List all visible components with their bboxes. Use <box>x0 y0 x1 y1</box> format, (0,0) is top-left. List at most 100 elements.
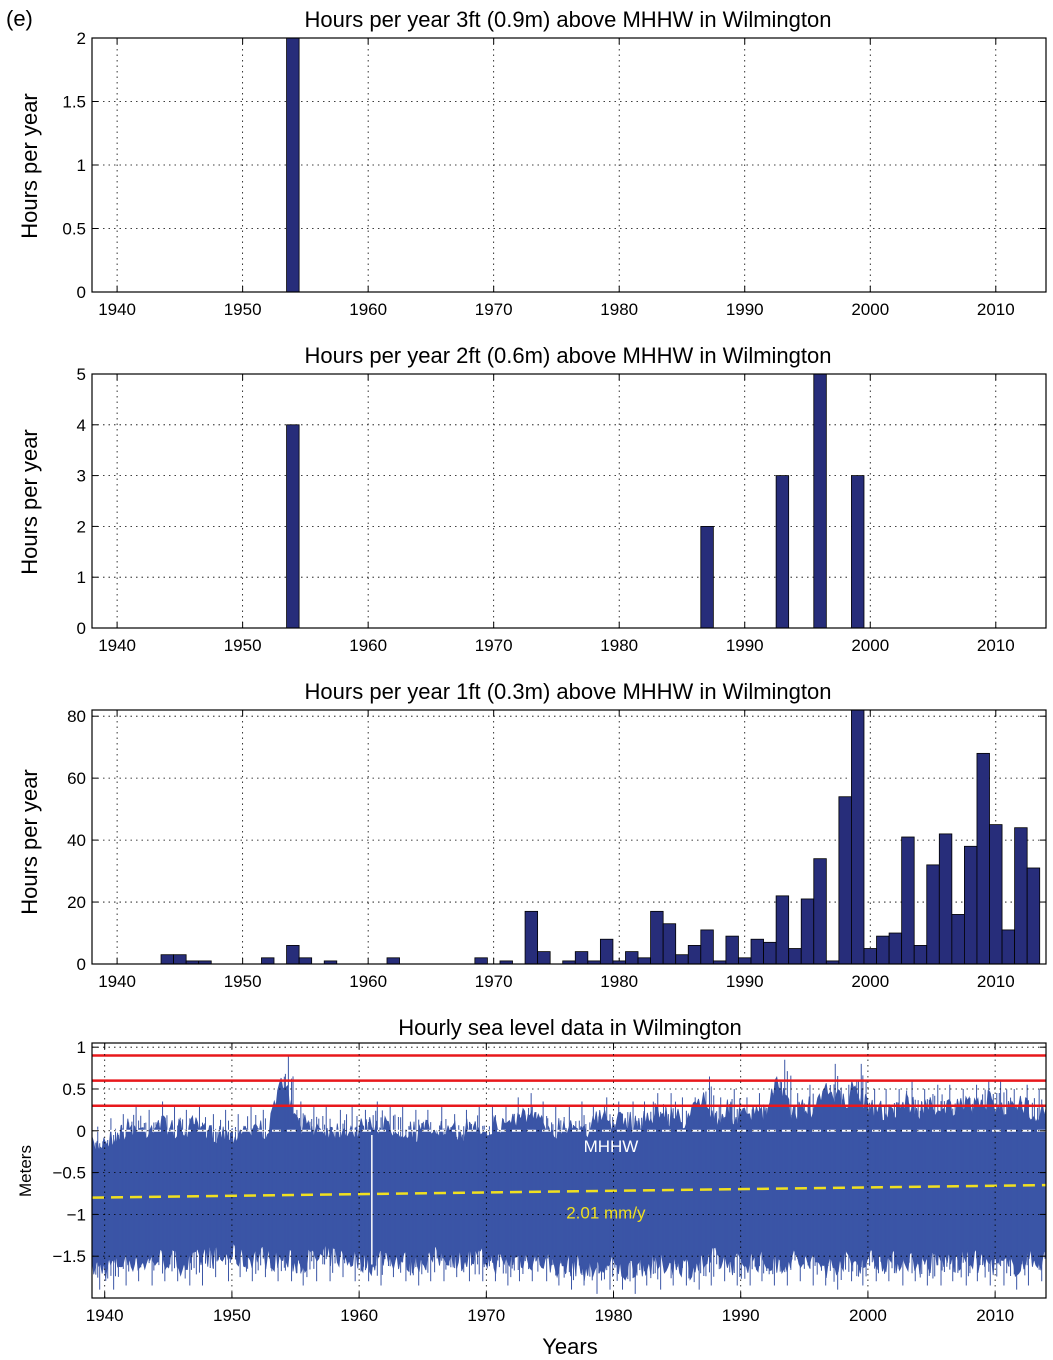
trend-line <box>92 1183 1046 1199</box>
x-tick-label-1-6: 2000 <box>851 636 889 655</box>
bar-2-1945 <box>173 954 187 965</box>
x-tick-label-1-5: 1990 <box>726 636 764 655</box>
y-tick-label-0-0: 0 <box>77 283 86 302</box>
y-tick-label-0-2: 1 <box>77 156 86 175</box>
x-tick-label-3-6: 2000 <box>849 1306 887 1325</box>
bar-2-1955 <box>298 957 313 965</box>
bar-2-2010 <box>989 824 1003 965</box>
y-tick-label-2-2: 40 <box>67 831 86 850</box>
x-tick-label-2-2: 1960 <box>349 972 387 991</box>
bar-2-1952 <box>261 957 275 965</box>
bar-2-2004 <box>913 945 928 965</box>
bar-2-2011 <box>1001 929 1016 965</box>
x-tick-label-3-5: 1990 <box>722 1306 760 1325</box>
bar-2-1985 <box>675 954 689 965</box>
y-tick-label-0-4: 2 <box>77 29 86 48</box>
bar-1-1999 <box>851 475 865 629</box>
bar-2-2006 <box>938 833 953 965</box>
bar-2-1979 <box>599 938 614 965</box>
bar-2-2001 <box>876 935 890 965</box>
bar-2-2008 <box>964 845 978 965</box>
x-tick-label-0-1: 1950 <box>224 300 262 319</box>
sea-level-layer <box>92 1054 1046 1294</box>
x-tick-label-2-4: 1980 <box>600 972 638 991</box>
x-tick-label-0-5: 1990 <box>726 300 764 319</box>
panel-label: (e) <box>6 6 33 31</box>
bar-2-1993 <box>775 895 790 965</box>
bar-2-2009 <box>976 752 990 965</box>
bar-2-2003 <box>901 836 915 965</box>
x-tick-label-1-4: 1980 <box>600 636 638 655</box>
x-tick-label-2-6: 2000 <box>851 972 889 991</box>
bar-2-2013 <box>1026 867 1041 965</box>
y-tick-label-3-4: 0.5 <box>62 1080 86 1099</box>
y-tick-label-3-3: 0 <box>77 1122 86 1141</box>
x-tick-label-0-0: 1940 <box>98 300 136 319</box>
y-tick-label-2-3: 60 <box>67 769 86 788</box>
bar-2-1974 <box>537 951 551 965</box>
panel-3ft: Hours per year 3ft (0.9m) above MHHW in … <box>17 7 1047 319</box>
axes-frame-0 <box>91 37 1047 293</box>
panel-2ft: Hours per year 2ft (0.6m) above MHHW in … <box>17 343 1047 655</box>
mhhw-label: MHHW <box>584 1137 639 1156</box>
bar-2-1969 <box>474 957 488 965</box>
bar-2-1989 <box>725 935 739 965</box>
bar-1-1954 <box>286 424 300 629</box>
panel-3ft-plot: 1940 1950 1960 1970 1980 1990 2000 2010 0 0.5 1 1.5… <box>62 29 1047 319</box>
bar-2-1983 <box>650 910 664 965</box>
panel-2ft-ylabel: Hours per year <box>17 429 42 575</box>
axes-frame-1 <box>91 373 1047 629</box>
bar-2-1995 <box>800 898 815 965</box>
bar-2-1962 <box>386 957 400 965</box>
trend-label: 2.01 mm/y <box>566 1203 646 1222</box>
panel-1ft-ylabel: Hours per year <box>17 769 42 915</box>
bar-2-1987 <box>700 929 714 965</box>
x-tick-label-2-1: 1950 <box>224 972 262 991</box>
bar-2-1977 <box>574 951 589 965</box>
panel-3ft-ylabel: Hours per year <box>17 93 42 239</box>
bar-1-1987 <box>700 526 714 629</box>
y-tick-label-0-3: 1.5 <box>62 93 86 112</box>
bar-2-1994 <box>788 948 802 965</box>
x-tick-label-3-3: 1970 <box>467 1306 505 1325</box>
bar-2-1999 <box>851 709 865 965</box>
panel-3ft-title: Hours per year 3ft (0.9m) above MHHW in … <box>305 7 832 32</box>
panel-sea-level-title: Hourly sea level data in Wilmington <box>398 1015 742 1040</box>
bar-2-2000 <box>863 948 877 965</box>
y-tick-label-2-1: 20 <box>67 893 86 912</box>
x-tick-label-0-6: 2000 <box>851 300 889 319</box>
y-tick-label-1-2: 2 <box>77 517 86 536</box>
x-tick-label-3-0: 1940 <box>86 1306 124 1325</box>
bar-1-1996 <box>813 373 827 629</box>
x-tick-label-2-7: 2010 <box>977 972 1015 991</box>
x-tick-label-1-0: 1940 <box>98 636 136 655</box>
x-tick-label-0-3: 1970 <box>475 300 513 319</box>
y-tick-label-3-2: −0.5 <box>52 1164 86 1183</box>
bar-2-1991 <box>750 938 764 965</box>
y-tick-label-1-5: 5 <box>77 365 86 384</box>
panel-2ft-plot: 1940 1950 1960 1970 1980 1990 2000 2010 0 1 2 3 4 5 <box>77 365 1047 655</box>
panel-1ft: Hours per year 1ft (0.3m) above MHHW in … <box>17 679 1047 991</box>
y-tick-label-2-0: 0 <box>77 955 86 974</box>
panel-1ft-title: Hours per year 1ft (0.3m) above MHHW in … <box>305 679 832 704</box>
x-tick-label-3-1: 1950 <box>213 1306 251 1325</box>
x-tick-label-3-2: 1960 <box>340 1306 378 1325</box>
bar-1-1993 <box>775 475 790 629</box>
bar-2-1973 <box>524 910 539 965</box>
bar-2-1982 <box>637 957 651 965</box>
panel-2ft-title: Hours per year 2ft (0.6m) above MHHW in … <box>305 343 832 368</box>
x-tick-label-0-2: 1960 <box>349 300 387 319</box>
x-tick-label-2-5: 1990 <box>726 972 764 991</box>
axes-frame-2 <box>91 709 1047 965</box>
bar-0-1954 <box>286 37 300 293</box>
y-tick-label-3-1: −1 <box>67 1205 86 1224</box>
panel-sea-level: Hourly sea level data in Wilmington Mete… <box>16 1015 1047 1359</box>
x-tick-label-0-4: 1980 <box>600 300 638 319</box>
y-tick-label-2-4: 80 <box>67 707 86 726</box>
bar-2-1996 <box>813 858 827 965</box>
x-tick-label-0-7: 2010 <box>977 300 1015 319</box>
y-tick-label-1-1: 1 <box>77 568 86 587</box>
bar-2-1944 <box>160 954 174 965</box>
bar-2-2007 <box>951 914 965 965</box>
